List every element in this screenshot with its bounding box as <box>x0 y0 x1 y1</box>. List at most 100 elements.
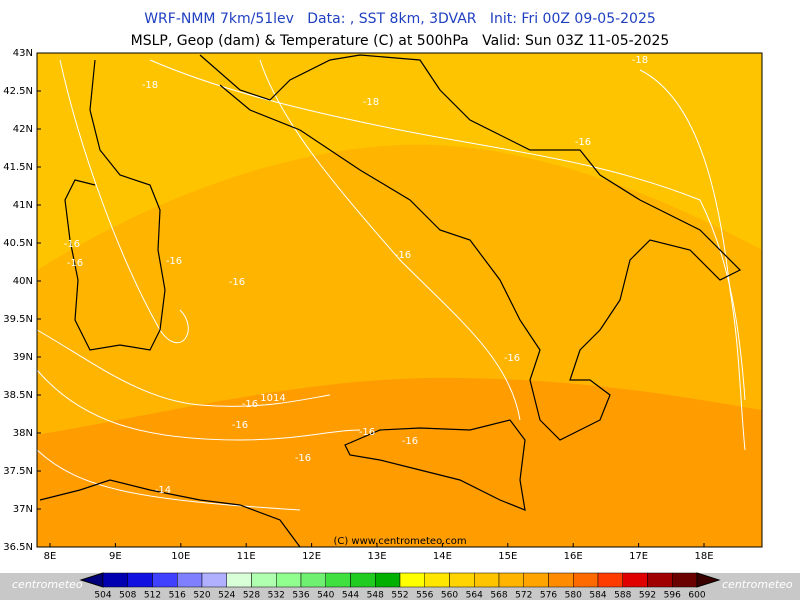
contour-label: -16 <box>232 420 248 431</box>
lat-label: 38.5N <box>3 390 33 401</box>
colorbar-box <box>226 572 252 588</box>
lon-label: 11E <box>237 551 256 562</box>
colorbar-level: 552 <box>391 591 408 601</box>
colorbar-level: 548 <box>367 591 384 601</box>
colorbar-level: 540 <box>317 591 334 601</box>
lat-label: 42.5N <box>3 86 33 97</box>
lon-label: 13E <box>367 551 386 562</box>
contour-label: -16 <box>395 250 411 261</box>
contour-label: -16 <box>359 427 375 438</box>
lat-label: 39N <box>13 352 33 363</box>
logo-right: centrometeo <box>722 578 793 591</box>
colorbar-level: 556 <box>416 591 433 601</box>
colorbar-box <box>573 572 599 588</box>
colorbar-box <box>622 572 648 588</box>
contour-label: -18 <box>363 97 379 108</box>
lat-label: 40N <box>13 276 33 287</box>
colorbar-box <box>647 572 673 588</box>
colorbar-arrow-right <box>696 572 721 588</box>
colorbar-level: 584 <box>589 591 606 601</box>
lat-label: 37.5N <box>3 466 33 477</box>
map-frame <box>36 52 763 548</box>
colorbar-level: 508 <box>119 591 136 601</box>
lon-label: 14E <box>433 551 452 562</box>
colorbar-box <box>424 572 450 588</box>
header-line2: MSLP, Geop (dam) & Temperature (C) at 50… <box>131 33 670 49</box>
contour-label: -18 <box>142 80 158 91</box>
lon-label: 12E <box>302 551 321 562</box>
colorbar-box <box>300 572 326 588</box>
colorbar-level: 588 <box>614 591 631 601</box>
colorbar-level: 536 <box>292 591 309 601</box>
colorbar-level: 596 <box>664 591 681 601</box>
contour-label: -16 <box>575 137 591 148</box>
colorbar-level: 520 <box>193 591 210 601</box>
colorbar-box <box>102 572 128 588</box>
header-line1: WRF-NMM 7km/51lev Data: , SST 8km, 3DVAR… <box>144 11 656 27</box>
colorbar-box <box>177 572 203 588</box>
contours <box>36 59 746 511</box>
lon-label: 17E <box>629 551 648 562</box>
colorbar-level: 528 <box>243 591 260 601</box>
contour-label: -16 <box>166 256 182 267</box>
contour-label: -16 <box>504 353 520 364</box>
colorbar-level: 524 <box>218 591 235 601</box>
copyright: (C) www.centrometeo.com <box>333 536 466 547</box>
colorbar-box <box>251 572 277 588</box>
colorbar-level: 568 <box>490 591 507 601</box>
colorbar-box <box>474 572 500 588</box>
colorbar-box <box>548 572 574 588</box>
colorbar-box <box>375 572 401 588</box>
colorbar-level: 576 <box>540 591 557 601</box>
colorbar-box <box>350 572 376 588</box>
contour-label: -16 <box>67 258 83 269</box>
contour-label: 1014 <box>260 393 285 404</box>
colorbar-box <box>201 572 227 588</box>
colorbar-box <box>449 572 475 588</box>
colorbar-level: 532 <box>268 591 285 601</box>
colorbar-level: 592 <box>639 591 656 601</box>
lat-label: 41N <box>13 200 33 211</box>
colorbar-box <box>152 572 178 588</box>
colorbar-level: 580 <box>565 591 582 601</box>
lat-label: 43N <box>13 48 33 59</box>
lat-label: 36.5N <box>3 542 33 553</box>
colorbar-box <box>523 572 549 588</box>
lat-label: 39.5N <box>3 314 33 325</box>
lon-label: 16E <box>564 551 583 562</box>
contour-label: -16 <box>242 399 258 410</box>
colorbar-box <box>597 572 623 588</box>
colorbar-level: 504 <box>94 591 111 601</box>
contour-label: -14 <box>155 485 171 496</box>
lat-label: 38N <box>13 428 33 439</box>
lat-label: 37N <box>13 504 33 515</box>
contour-label: -16 <box>295 453 311 464</box>
colorbar-box <box>672 572 698 588</box>
lat-label: 41.5N <box>3 162 33 173</box>
colorbar-level: 544 <box>342 591 359 601</box>
colorbar-level: 560 <box>441 591 458 601</box>
contour-label: -16 <box>64 239 80 250</box>
colorbar-box <box>325 572 351 588</box>
lon-label: 10E <box>171 551 190 562</box>
colorbar-box <box>276 572 302 588</box>
colorbar-level: 600 <box>688 591 705 601</box>
logo-left: centrometeo <box>12 578 83 591</box>
band-low <box>37 377 762 547</box>
colorbar-level: 572 <box>515 591 532 601</box>
lon-label: 18E <box>694 551 713 562</box>
colorbar-level: 564 <box>466 591 483 601</box>
contour-label: -16 <box>402 436 418 447</box>
coastlines <box>39 54 742 548</box>
contour-label: -18 <box>632 55 648 66</box>
lon-label: 15E <box>498 551 517 562</box>
lon-label: 8E <box>44 551 57 562</box>
map-area: (C) www.centrometeo.com <box>36 52 763 548</box>
colorbar-level: 516 <box>169 591 186 601</box>
lat-label: 42N <box>13 124 33 135</box>
contour-label: -16 <box>229 277 245 288</box>
colorbar-box <box>399 572 425 588</box>
colorbar-level: 512 <box>144 591 161 601</box>
